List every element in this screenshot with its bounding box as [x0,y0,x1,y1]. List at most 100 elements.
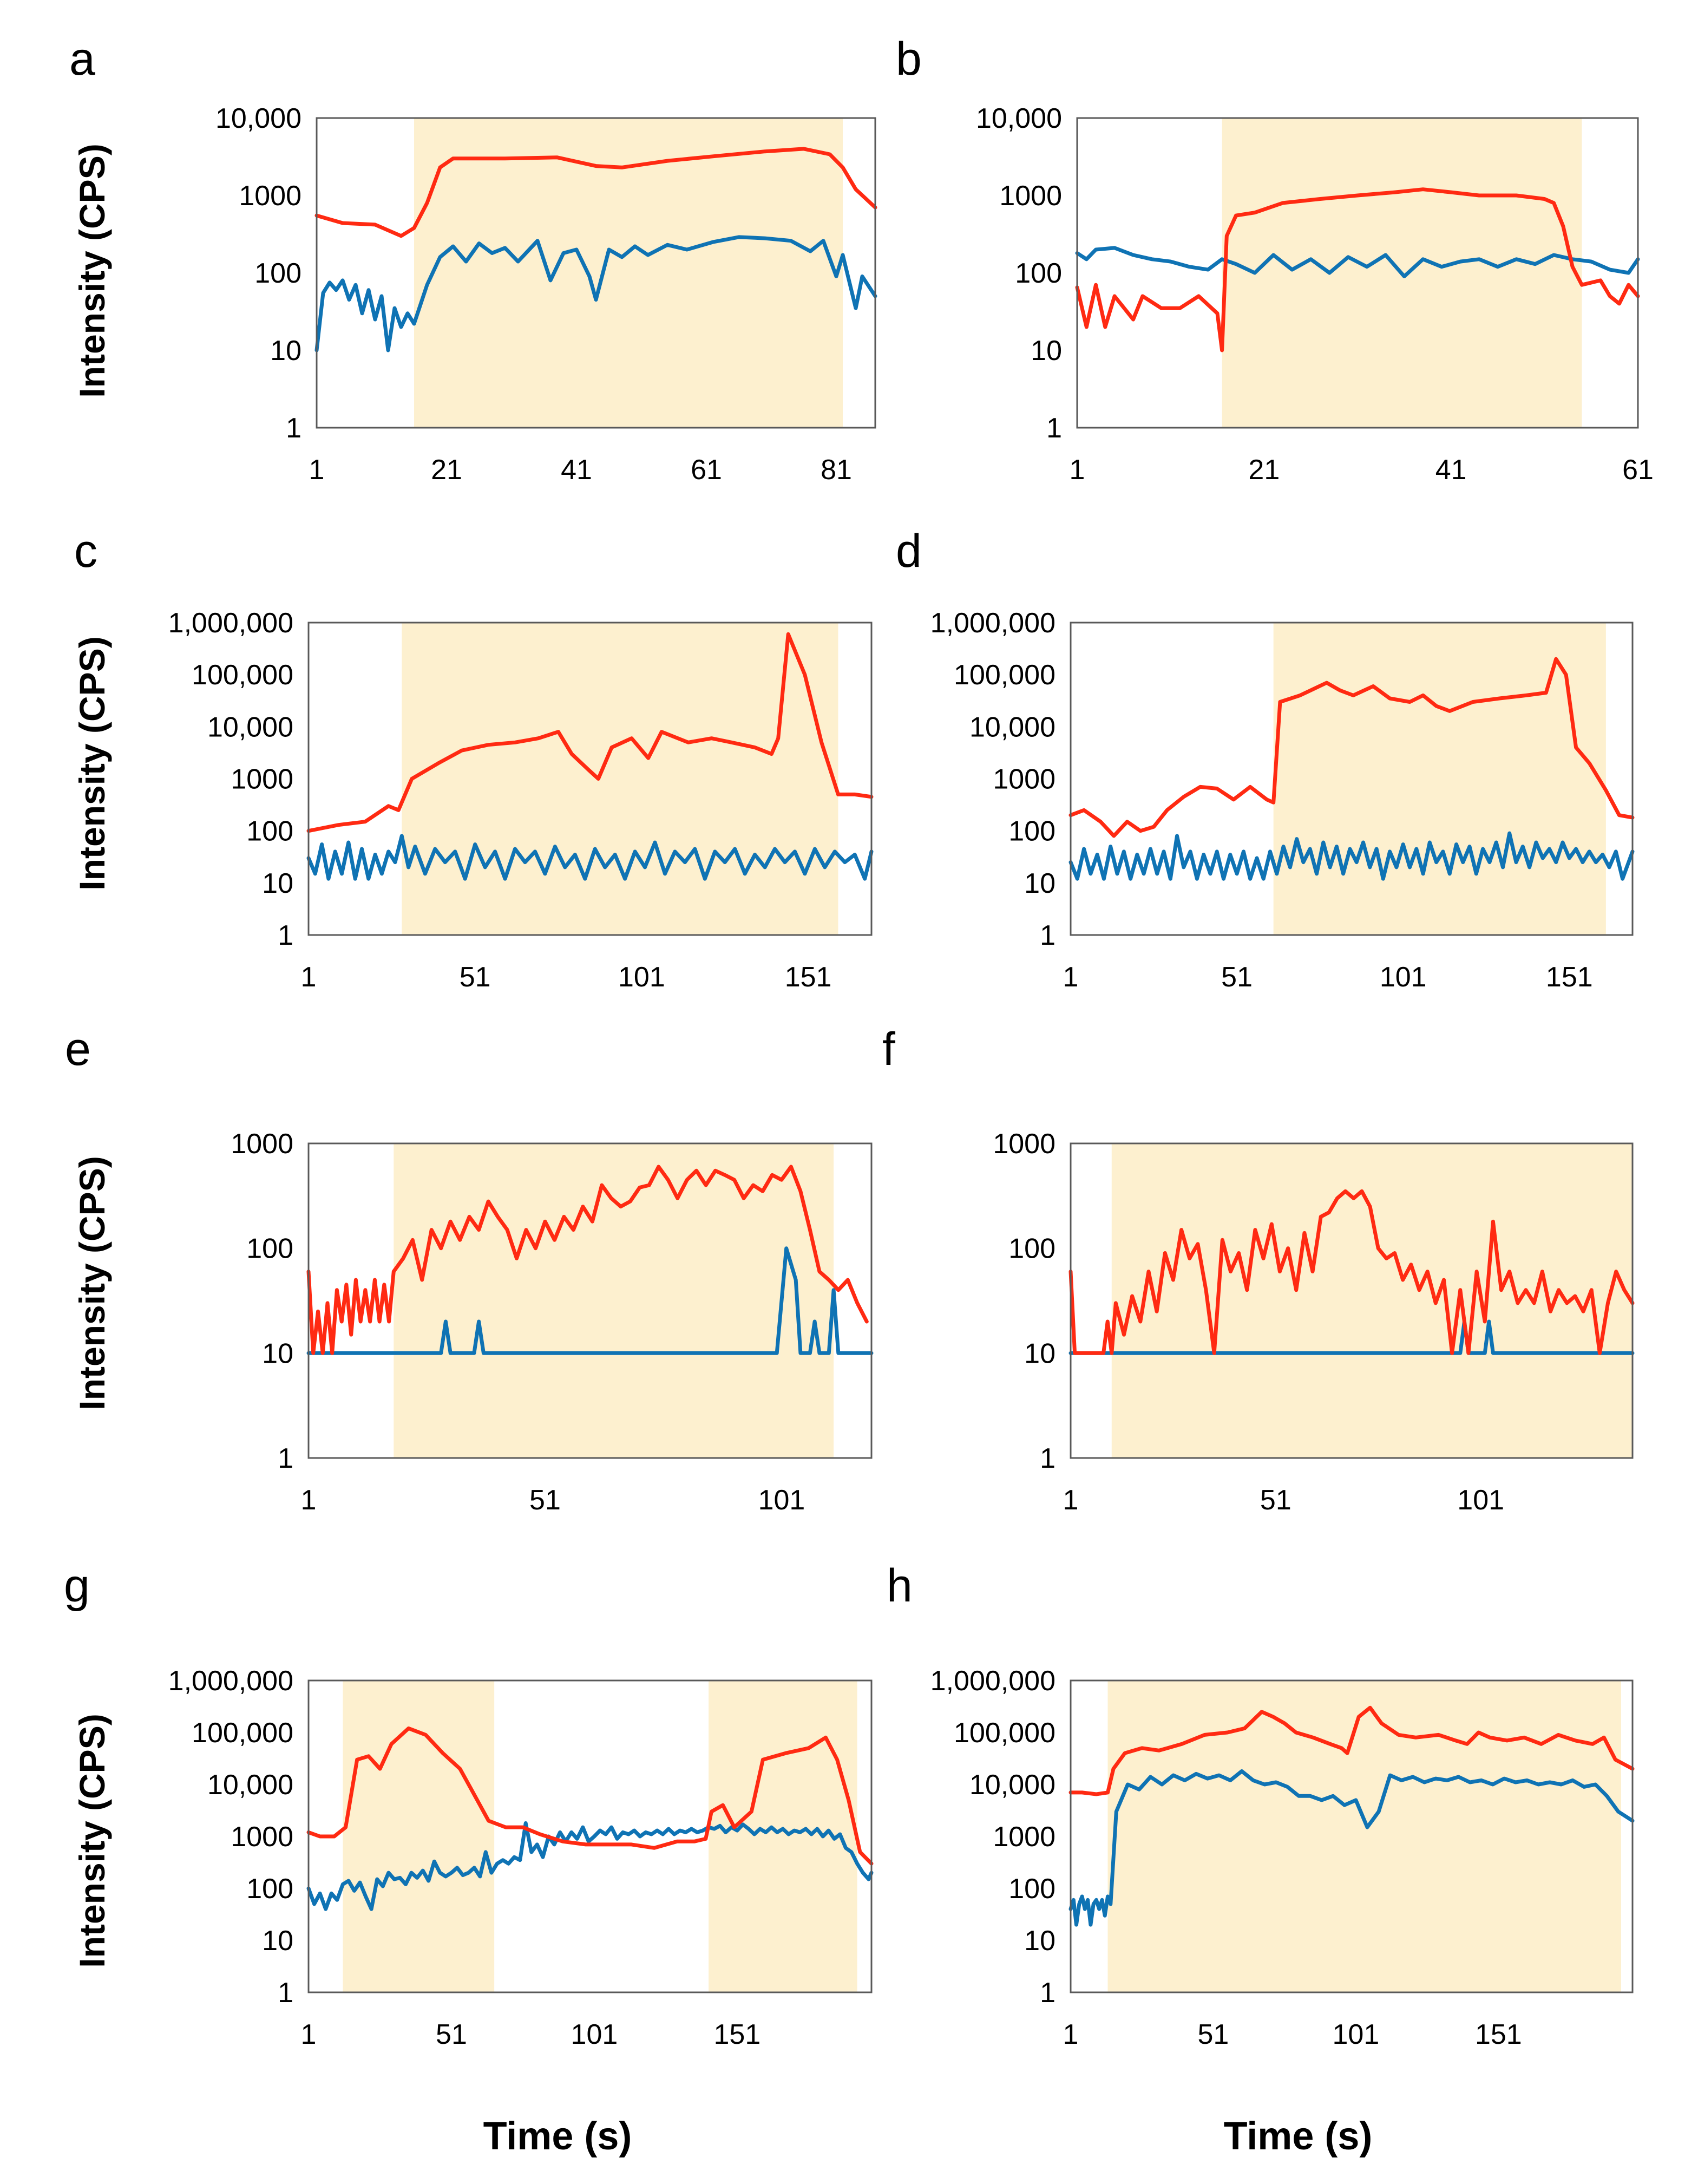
y-tick-label-d-1: 10 [1024,868,1055,899]
panel-label-a: a [69,33,95,85]
x-tick-label-g-3: 151 [713,2019,761,2050]
x-tick-label-e-1: 51 [529,1485,561,1516]
shaded-region-f-1 [1111,1143,1633,1458]
series-blue-line-c [306,834,874,881]
y-tick-label-d-2: 100 [1008,816,1055,847]
series-red-line-g [306,1726,874,1866]
panel-label-d: d [896,525,922,577]
y-tick-label-c-6: 1,000,000 [168,607,293,639]
y-tick-label-f-1: 10 [1024,1338,1055,1369]
y-tick-label-c-2: 100 [246,816,293,847]
panel-g: g Intensity (CPS) 1 10 100 1000 10,000 100,00… [64,1560,874,2050]
x-tick-label-c-0: 1 [301,962,317,993]
y-tick-label-b-2: 100 [1015,258,1062,289]
x-tick-label-h-0: 1 [1063,2019,1079,2050]
x-tick-label-f-1: 51 [1260,1485,1291,1516]
plot-frame-d [1070,622,1634,936]
y-tick-label-a-4: 10,000 [215,103,301,134]
y-tick-label-c-5: 100,000 [192,659,293,691]
y-tick-label-f-3: 1000 [993,1128,1055,1160]
x-tick-label-d-3: 151 [1546,962,1593,993]
x-tick-label-b-3: 61 [1622,454,1654,486]
y-tick-label-a-3: 1000 [239,180,301,212]
y-tick-label-c-0: 1 [278,920,293,951]
plot-frame-f [1070,1142,1634,1459]
series-red-line-d [1068,657,1635,838]
x-tick-label-c-1: 51 [460,962,491,993]
y-tick-label-d-5: 100,000 [954,659,1055,691]
shaded-region-c-1 [402,623,838,935]
series-blue-line-a [314,235,877,352]
x-tick-label-e-2: 101 [758,1485,805,1516]
y-tick-label-a-0: 1 [286,413,301,444]
panel-a: a Intensity (CPS) 1 10 100 1000 10,000 1 21 41 6… [69,33,877,486]
x-tick-label-a-3: 61 [691,454,722,486]
panel-label-c: c [74,525,97,577]
shaded-region-d-1 [1273,623,1606,935]
series-blue-line-f [1068,1319,1635,1355]
x-tick-label-b-0: 1 [1070,454,1085,486]
y-tick-label-e-2: 100 [246,1233,293,1265]
y-tick-label-h-2: 100 [1008,1873,1055,1905]
plot-frame-a [316,117,876,429]
y-tick-label-c-4: 10,000 [207,711,293,743]
plot-frame-c [307,622,873,936]
y-tick-label-b-3: 1000 [999,180,1062,212]
x-tick-label-a-4: 81 [821,454,852,486]
y-tick-label-e-3: 1000 [231,1128,293,1160]
series-blue-line-g [306,1821,874,1911]
x-tick-label-f-0: 1 [1063,1485,1079,1516]
y-axis-label-e: Intensity (CPS) [72,1156,112,1410]
y-tick-label-c-1: 10 [262,868,293,899]
plot-frame-g [307,1679,873,1993]
x-tick-label-a-0: 1 [309,454,325,486]
panel-e: e Intensity (CPS) 1 10 100 1000 1 51 101 [65,1023,874,1516]
y-tick-label-a-1: 10 [270,335,301,367]
x-tick-label-d-1: 51 [1221,962,1253,993]
x-tick-label-b-1: 21 [1248,454,1280,486]
x-tick-label-b-2: 41 [1435,454,1467,486]
y-tick-label-g-5: 100,000 [192,1717,293,1749]
y-tick-label-h-1: 10 [1024,1925,1055,1957]
plot-frame-b [1076,117,1639,429]
y-tick-label-g-0: 1 [278,1977,293,2009]
panel-label-e: e [65,1023,91,1075]
x-axis-title-right: Time (s) [1224,2115,1373,2158]
x-tick-label-a-2: 41 [561,454,592,486]
series-blue-line-e [306,1246,874,1355]
y-tick-label-b-4: 10,000 [976,103,1062,134]
y-tick-label-f-2: 100 [1008,1233,1055,1265]
y-tick-label-g-2: 100 [246,1873,293,1905]
x-tick-label-a-1: 21 [431,454,462,486]
x-tick-label-g-0: 1 [301,2019,317,2050]
x-tick-label-c-3: 151 [785,962,832,993]
series-blue-line-b [1075,246,1640,278]
x-tick-label-f-2: 101 [1457,1485,1504,1516]
shaded-region-h-1 [1107,1680,1621,1992]
shaded-region-e-1 [394,1143,834,1458]
y-tick-label-d-4: 10,000 [969,711,1055,743]
x-tick-label-d-0: 1 [1063,962,1079,993]
series-red-line-b [1075,187,1640,352]
panel-c: c Intensity (CPS) 1 10 100 1000 10,000 100,00… [72,525,874,993]
y-tick-label-d-3: 1000 [993,764,1055,795]
x-tick-label-c-2: 101 [618,962,665,993]
y-axis-label-a: Intensity (CPS) [72,143,112,397]
x-tick-label-g-1: 51 [436,2019,467,2050]
x-tick-label-h-3: 151 [1475,2019,1522,2050]
panel-label-b: b [896,33,922,85]
y-tick-label-h-3: 1000 [993,1821,1055,1853]
y-axis-label-g: Intensity (CPS) [72,1714,112,1967]
y-tick-label-g-1: 10 [262,1925,293,1957]
shaded-region-a-1 [414,118,843,428]
x-tick-label-g-2: 101 [571,2019,618,2050]
x-axis-title-left: Time (s) [483,2115,632,2158]
series-red-line-c [306,632,874,833]
series-red-line-e [306,1165,869,1355]
y-tick-label-h-6: 1,000,000 [930,1665,1055,1697]
panel-label-h: h [887,1560,913,1612]
x-tick-label-h-2: 101 [1333,2019,1380,2050]
y-tick-label-g-4: 10,000 [207,1769,293,1801]
